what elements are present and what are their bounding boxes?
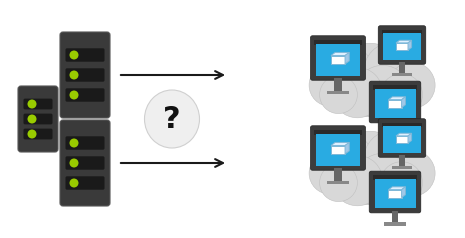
Polygon shape [408, 40, 412, 50]
FancyBboxPatch shape [18, 86, 58, 152]
FancyBboxPatch shape [311, 36, 365, 80]
FancyBboxPatch shape [311, 126, 365, 170]
FancyBboxPatch shape [24, 129, 53, 139]
Bar [326, 91, 349, 94]
Circle shape [321, 133, 373, 186]
Bar [383, 126, 421, 153]
Circle shape [319, 164, 358, 202]
Polygon shape [345, 52, 349, 64]
Polygon shape [388, 100, 402, 108]
Polygon shape [345, 142, 349, 154]
Circle shape [69, 90, 79, 99]
Bar [385, 132, 405, 136]
Polygon shape [388, 187, 405, 190]
Polygon shape [388, 190, 402, 198]
Polygon shape [331, 142, 349, 145]
FancyBboxPatch shape [66, 156, 105, 170]
Polygon shape [388, 97, 405, 100]
Polygon shape [408, 133, 412, 143]
FancyBboxPatch shape [369, 171, 421, 213]
Bar [392, 166, 412, 169]
FancyBboxPatch shape [66, 88, 105, 102]
Circle shape [69, 50, 79, 60]
Bar [334, 168, 341, 181]
Ellipse shape [145, 90, 199, 148]
Bar [334, 78, 341, 91]
Circle shape [364, 42, 423, 101]
Bar [382, 123, 422, 127]
Polygon shape [331, 145, 345, 154]
Bar [326, 181, 349, 184]
Circle shape [389, 150, 435, 196]
Circle shape [389, 62, 435, 108]
Polygon shape [331, 55, 345, 64]
Circle shape [319, 76, 358, 114]
FancyBboxPatch shape [66, 48, 105, 62]
Circle shape [380, 74, 423, 116]
Circle shape [309, 152, 351, 194]
FancyBboxPatch shape [66, 176, 105, 190]
Circle shape [27, 129, 36, 139]
Circle shape [355, 65, 410, 120]
FancyBboxPatch shape [66, 136, 105, 150]
Bar [374, 179, 416, 208]
Bar [392, 121, 399, 132]
FancyBboxPatch shape [378, 26, 426, 64]
Bar [399, 155, 405, 166]
Circle shape [380, 162, 423, 204]
FancyBboxPatch shape [60, 120, 110, 206]
FancyBboxPatch shape [60, 32, 110, 118]
Bar [399, 62, 405, 73]
Polygon shape [331, 52, 349, 55]
FancyBboxPatch shape [66, 68, 105, 82]
Circle shape [69, 159, 79, 168]
Bar [316, 44, 360, 76]
Bar [392, 73, 412, 76]
Circle shape [333, 43, 407, 117]
Circle shape [364, 130, 423, 189]
Bar [382, 30, 422, 34]
Bar [373, 175, 417, 180]
Bar [383, 33, 421, 60]
Circle shape [27, 99, 36, 109]
Bar [392, 211, 399, 222]
Polygon shape [396, 133, 412, 136]
FancyBboxPatch shape [24, 99, 53, 109]
Polygon shape [396, 40, 412, 43]
Polygon shape [396, 43, 408, 50]
Bar [373, 85, 417, 90]
Circle shape [321, 45, 373, 98]
Polygon shape [402, 187, 405, 198]
FancyBboxPatch shape [369, 81, 421, 123]
Polygon shape [396, 136, 408, 143]
Bar [316, 134, 360, 166]
Bar [314, 40, 361, 45]
Circle shape [355, 153, 410, 208]
Circle shape [69, 178, 79, 188]
Bar [314, 130, 361, 135]
Bar [385, 222, 405, 226]
Circle shape [332, 67, 383, 118]
Circle shape [69, 70, 79, 79]
Polygon shape [402, 97, 405, 108]
Bar [374, 89, 416, 118]
Text: ?: ? [163, 104, 181, 134]
Circle shape [332, 155, 383, 206]
Circle shape [27, 114, 36, 124]
Circle shape [69, 139, 79, 148]
Circle shape [309, 64, 351, 106]
FancyBboxPatch shape [378, 119, 426, 157]
Circle shape [333, 131, 407, 205]
FancyBboxPatch shape [24, 114, 53, 124]
